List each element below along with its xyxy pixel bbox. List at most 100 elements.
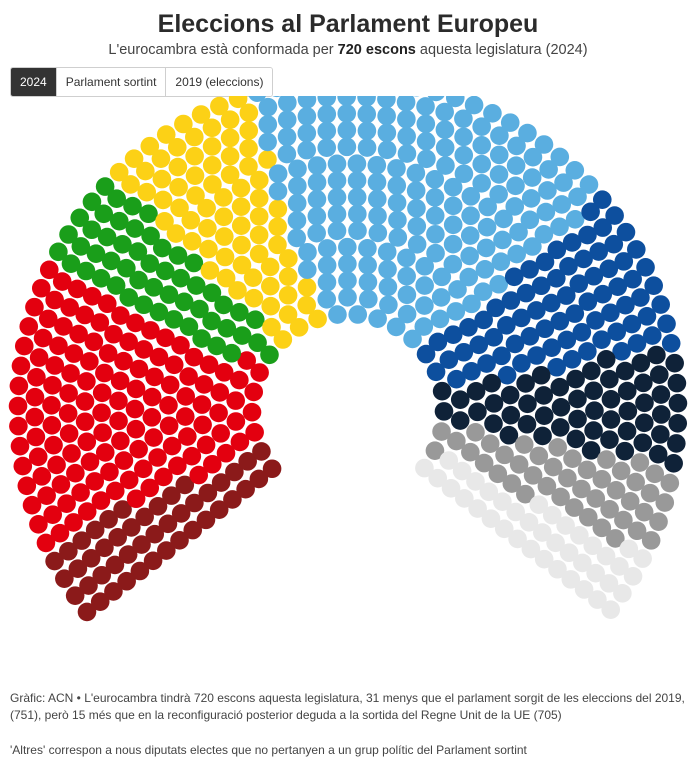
seat-dot-group-2[interactable] bbox=[59, 384, 78, 403]
seat-dot-group-5[interactable] bbox=[505, 197, 525, 216]
seat-dot-group-2[interactable] bbox=[126, 419, 146, 439]
seat-dot-group-2[interactable] bbox=[209, 403, 228, 423]
seat-dot-group-5[interactable] bbox=[518, 123, 537, 143]
seat-dot-group-2[interactable] bbox=[134, 340, 154, 359]
seat-dot-group-9[interactable] bbox=[521, 539, 541, 559]
seat-dot-group-5[interactable] bbox=[472, 154, 492, 174]
seat-dot-group-2[interactable] bbox=[49, 336, 68, 356]
seat-dot-group-5[interactable] bbox=[415, 296, 434, 315]
seat-dot-group-2[interactable] bbox=[203, 454, 222, 474]
seat-dot-group-2[interactable] bbox=[156, 328, 175, 348]
seat-dot-group-5[interactable] bbox=[489, 184, 508, 204]
seat-dot-group-6[interactable] bbox=[616, 222, 636, 242]
seat-dot-group-5[interactable] bbox=[475, 260, 495, 279]
seat-dot-group-2[interactable] bbox=[43, 505, 63, 524]
seat-dot-group-1[interactable] bbox=[158, 514, 178, 534]
seat-dot-group-4[interactable] bbox=[182, 231, 202, 251]
seat-dot-group-5[interactable] bbox=[414, 317, 434, 336]
seat-dot-group-5[interactable] bbox=[348, 221, 367, 240]
seat-dot-group-4[interactable] bbox=[215, 247, 235, 267]
seat-dot-group-7[interactable] bbox=[648, 444, 668, 464]
seat-dot-group-3[interactable] bbox=[94, 204, 114, 224]
seat-dot-group-4[interactable] bbox=[239, 103, 259, 123]
seat-dot-group-9[interactable] bbox=[415, 458, 434, 478]
seat-dot-group-9[interactable] bbox=[633, 549, 652, 568]
seat-dot-group-2[interactable] bbox=[133, 459, 153, 479]
seat-dot-group-5[interactable] bbox=[277, 127, 297, 147]
seat-dot-group-5[interactable] bbox=[443, 254, 463, 274]
seat-dot-group-9[interactable] bbox=[455, 489, 474, 508]
seat-dot-group-2[interactable] bbox=[52, 272, 72, 291]
seat-dot-group-7[interactable] bbox=[600, 430, 619, 449]
seat-dot-group-6[interactable] bbox=[462, 362, 481, 381]
seat-dot-group-6[interactable] bbox=[547, 269, 566, 288]
seat-dot-group-2[interactable] bbox=[75, 305, 95, 325]
seat-dot-group-3[interactable] bbox=[113, 235, 132, 254]
seat-dot-group-2[interactable] bbox=[226, 391, 245, 410]
seat-dot-group-1[interactable] bbox=[81, 548, 101, 568]
seat-dot-group-7[interactable] bbox=[566, 429, 586, 449]
seat-dot-group-7[interactable] bbox=[450, 411, 470, 430]
seat-dot-group-2[interactable] bbox=[129, 359, 149, 379]
seat-dot-group-2[interactable] bbox=[129, 439, 148, 459]
seat-dot-group-2[interactable] bbox=[111, 431, 130, 451]
seat-dot-group-2[interactable] bbox=[10, 436, 30, 456]
seat-dot-group-8[interactable] bbox=[586, 489, 606, 508]
seat-dot-group-1[interactable] bbox=[157, 541, 176, 560]
seat-dot-group-2[interactable] bbox=[148, 448, 167, 467]
seat-dot-group-6[interactable] bbox=[574, 249, 593, 269]
seat-dot-group-5[interactable] bbox=[317, 290, 337, 309]
seat-dot-group-3[interactable] bbox=[179, 317, 199, 336]
seat-dot-group-5[interactable] bbox=[415, 257, 434, 276]
seat-dot-group-4[interactable] bbox=[191, 105, 211, 124]
seat-dot-group-9[interactable] bbox=[428, 468, 448, 488]
seat-dot-group-7[interactable] bbox=[468, 402, 487, 422]
seat-dot-group-5[interactable] bbox=[500, 113, 520, 132]
seat-dot-group-9[interactable] bbox=[556, 516, 575, 535]
seat-dot-group-8[interactable] bbox=[461, 442, 480, 462]
seat-dot-group-5[interactable] bbox=[307, 206, 327, 226]
seat-dot-group-5[interactable] bbox=[435, 138, 455, 157]
seat-dot-group-5[interactable] bbox=[268, 164, 288, 183]
seat-dot-group-5[interactable] bbox=[550, 147, 570, 167]
seat-dot-group-2[interactable] bbox=[29, 514, 48, 534]
seat-dot-group-9[interactable] bbox=[601, 600, 621, 620]
seat-dot-group-6[interactable] bbox=[593, 284, 613, 304]
seat-dot-group-1[interactable] bbox=[113, 500, 132, 519]
seat-dot-group-5[interactable] bbox=[520, 210, 540, 230]
seat-dot-group-8[interactable] bbox=[514, 435, 534, 454]
seat-dot-group-3[interactable] bbox=[174, 292, 194, 312]
seat-dot-group-3[interactable] bbox=[82, 220, 102, 240]
seat-dot-group-8[interactable] bbox=[655, 493, 675, 512]
seat-dot-group-2[interactable] bbox=[164, 355, 184, 375]
seat-dot-group-5[interactable] bbox=[338, 271, 357, 290]
seat-dot-group-5[interactable] bbox=[460, 226, 480, 245]
seat-dot-group-4[interactable] bbox=[185, 166, 205, 185]
seat-dot-group-8[interactable] bbox=[578, 507, 598, 527]
seat-dot-group-5[interactable] bbox=[536, 202, 556, 222]
seat-dot-group-6[interactable] bbox=[501, 291, 521, 310]
seat-dot-group-2[interactable] bbox=[9, 416, 28, 436]
seat-dot-group-3[interactable] bbox=[82, 192, 102, 212]
seat-dot-group-5[interactable] bbox=[461, 187, 481, 206]
seat-dot-group-1[interactable] bbox=[118, 545, 138, 564]
seat-dot-group-7[interactable] bbox=[651, 425, 670, 444]
seat-dot-group-7[interactable] bbox=[434, 402, 454, 421]
seat-dot-group-5[interactable] bbox=[317, 239, 337, 258]
seat-dot-group-2[interactable] bbox=[50, 523, 70, 543]
seat-dot-group-7[interactable] bbox=[432, 381, 452, 401]
seat-dot-group-4[interactable] bbox=[214, 188, 233, 207]
seat-dot-group-5[interactable] bbox=[267, 96, 286, 98]
seat-dot-group-7[interactable] bbox=[568, 389, 587, 409]
seat-dot-group-9[interactable] bbox=[583, 536, 603, 556]
seat-dot-group-3[interactable] bbox=[86, 244, 106, 263]
seat-dot-group-5[interactable] bbox=[377, 123, 397, 143]
seat-dot-group-1[interactable] bbox=[90, 592, 110, 611]
seat-dot-group-5[interactable] bbox=[445, 96, 465, 108]
seat-dot-group-2[interactable] bbox=[60, 298, 80, 317]
seat-dot-group-7[interactable] bbox=[647, 345, 666, 365]
seat-dot-group-4[interactable] bbox=[231, 197, 251, 216]
seat-dot-group-1[interactable] bbox=[198, 483, 218, 503]
seat-dot-group-6[interactable] bbox=[578, 342, 597, 361]
seat-dot-group-2[interactable] bbox=[105, 481, 125, 501]
